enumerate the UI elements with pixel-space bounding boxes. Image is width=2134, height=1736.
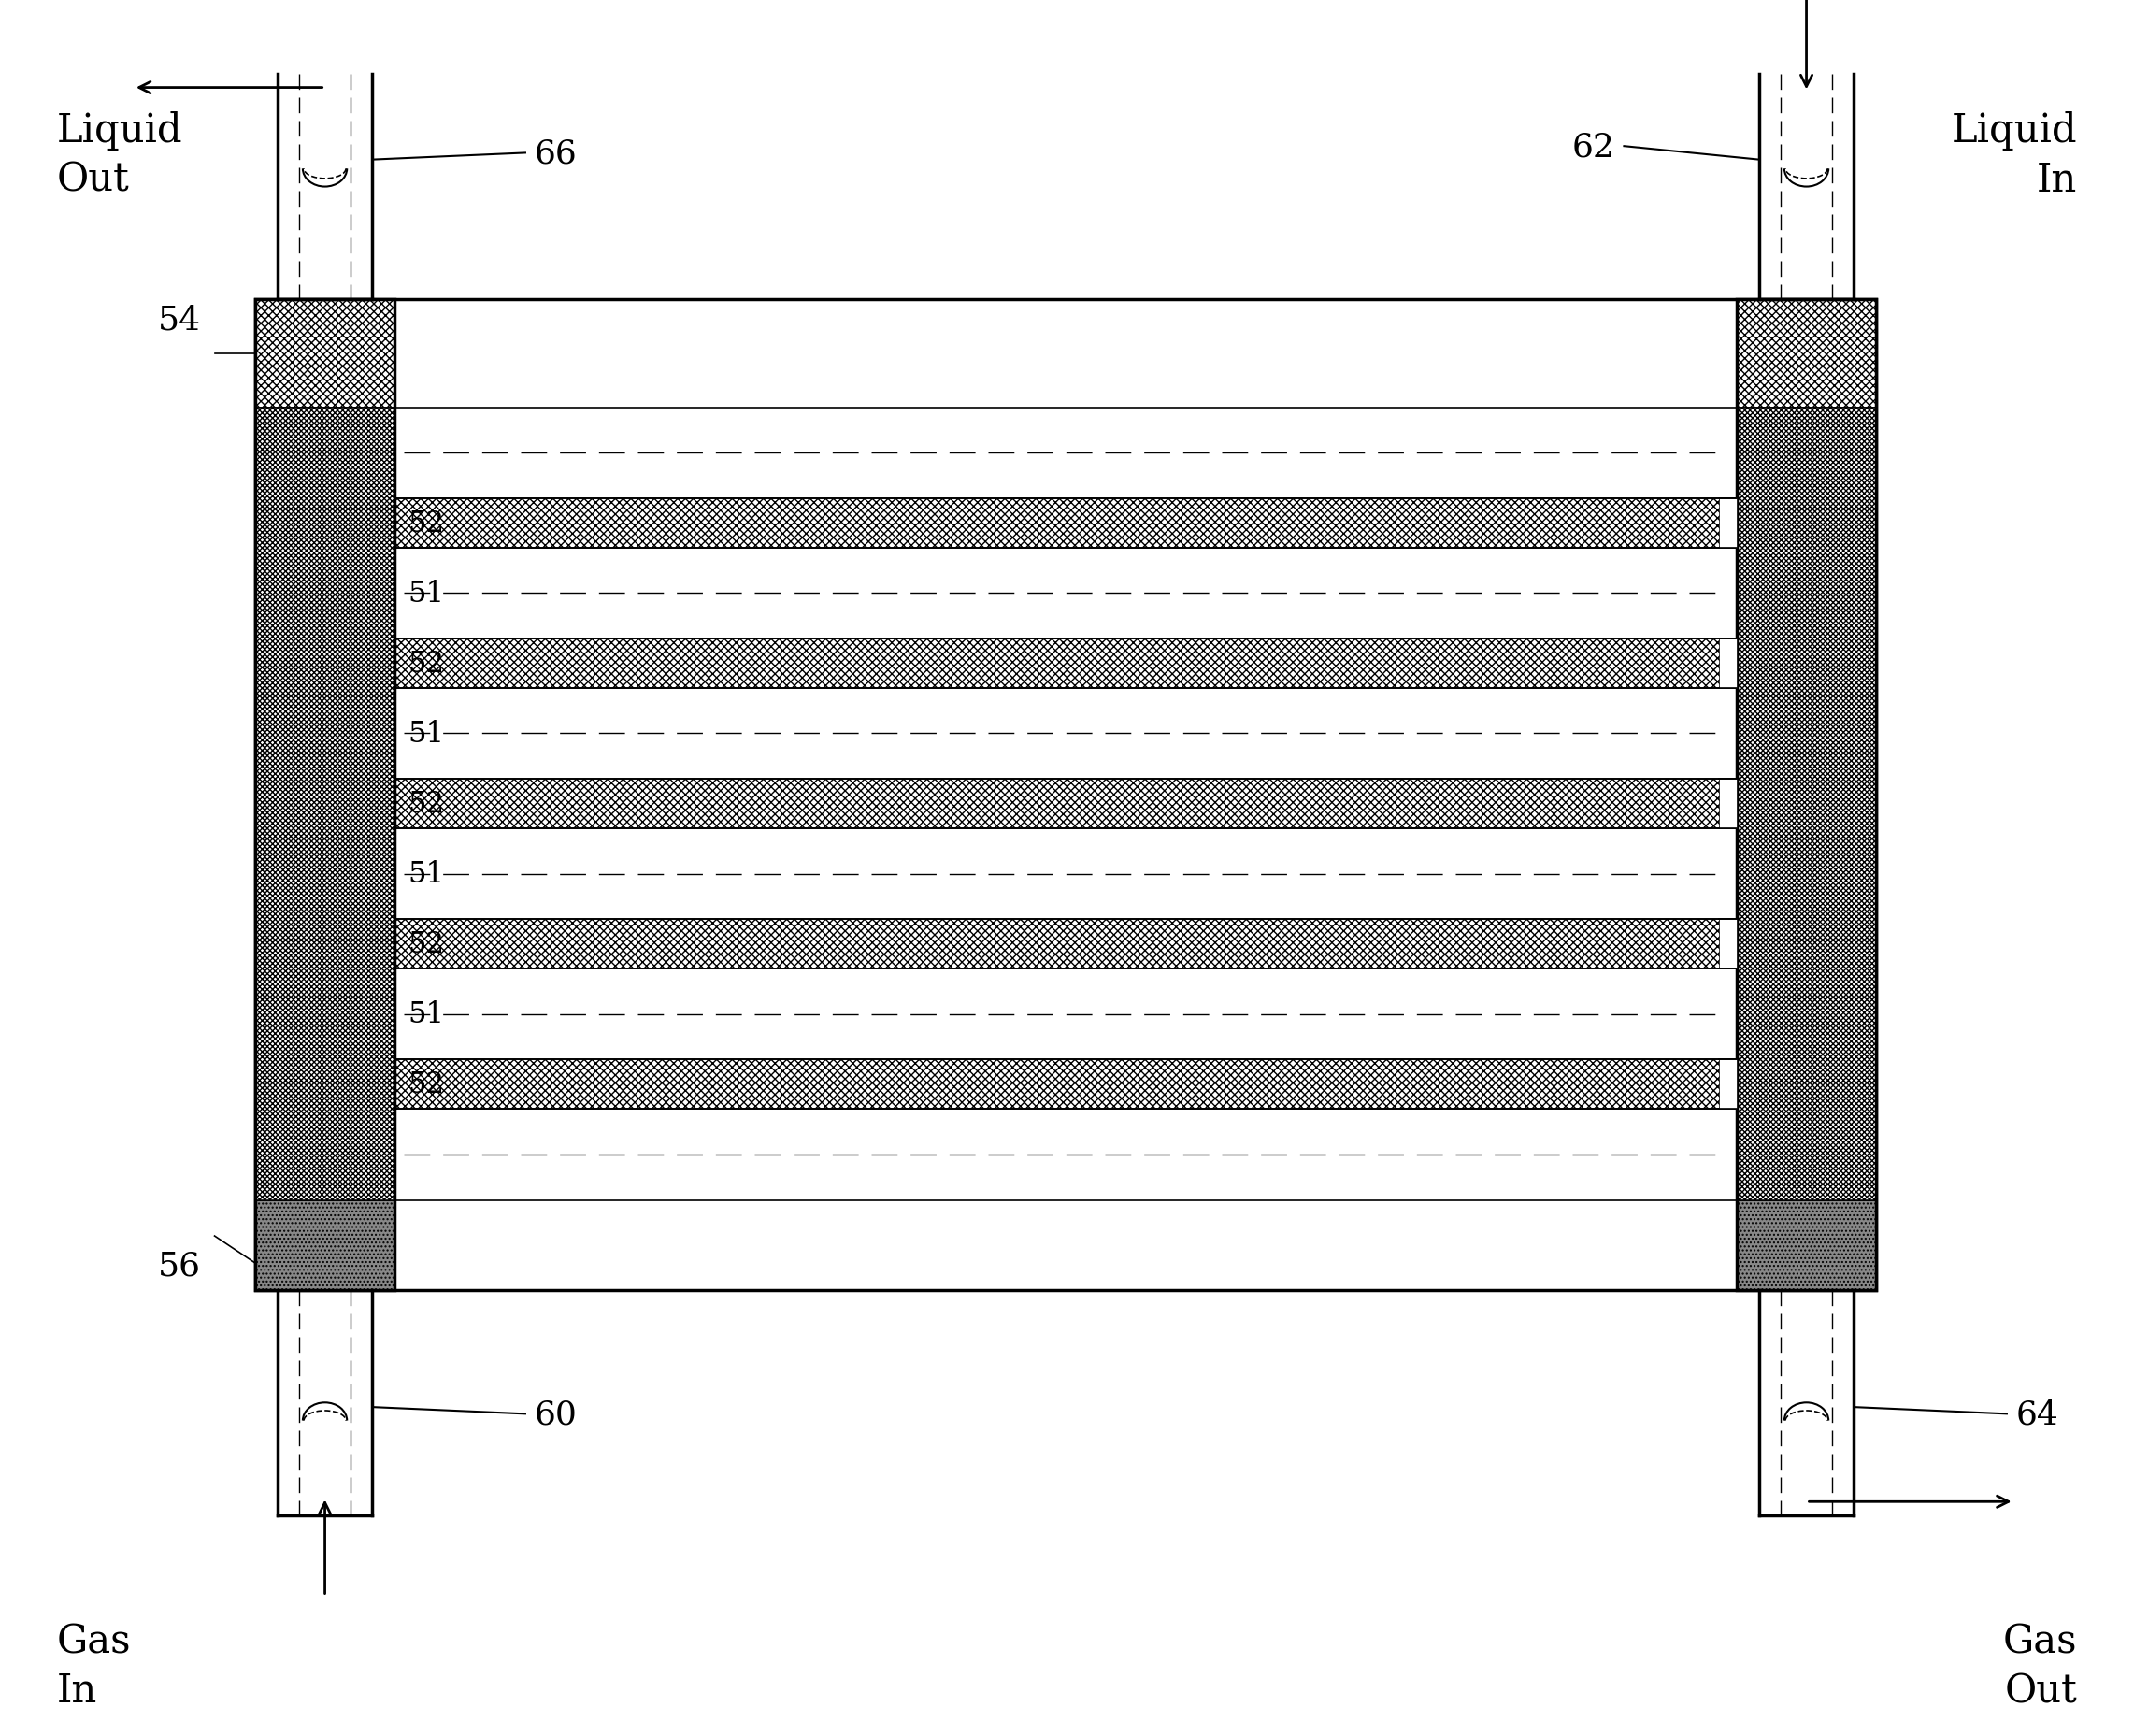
Bar: [256, 920, 1876, 969]
Bar: [1737, 1200, 1876, 1290]
Bar: [256, 639, 1876, 689]
Bar: [1718, 639, 1737, 689]
Text: Out: Out: [2004, 1672, 2076, 1710]
Text: 52: 52: [408, 649, 444, 679]
Bar: [1737, 300, 1876, 1290]
Bar: [1718, 920, 1737, 969]
Text: In: In: [58, 1672, 98, 1710]
Text: In: In: [2036, 160, 2076, 200]
Text: 51: 51: [408, 580, 444, 608]
Text: 56: 56: [158, 1250, 201, 1281]
Bar: [256, 300, 1876, 1290]
Text: 51: 51: [408, 719, 444, 748]
Bar: [256, 300, 395, 408]
Bar: [256, 300, 395, 1290]
Text: 66: 66: [534, 137, 576, 170]
Text: Out: Out: [58, 160, 130, 200]
Bar: [1718, 779, 1737, 828]
Text: 64: 64: [2017, 1397, 2059, 1430]
Text: Liquid: Liquid: [1950, 111, 2076, 149]
Text: Gas: Gas: [2002, 1621, 2076, 1661]
Text: 51: 51: [408, 859, 444, 889]
Bar: [256, 779, 1876, 828]
Text: 60: 60: [534, 1397, 576, 1430]
Bar: [1737, 300, 1876, 408]
Text: 51: 51: [408, 1000, 444, 1029]
Bar: [1737, 408, 1876, 1200]
Text: Liquid: Liquid: [58, 111, 184, 149]
Text: 52: 52: [408, 1069, 444, 1099]
Text: 62: 62: [1573, 130, 1615, 163]
Text: 52: 52: [408, 509, 444, 538]
Bar: [1718, 498, 1737, 549]
Bar: [256, 1061, 1876, 1109]
Bar: [1718, 1061, 1737, 1109]
Bar: [256, 1200, 395, 1290]
Bar: [256, 408, 395, 1200]
Text: Gas: Gas: [58, 1621, 132, 1661]
Bar: [256, 498, 1876, 549]
Text: 52: 52: [408, 930, 444, 958]
Text: 52: 52: [408, 790, 444, 819]
Text: 54: 54: [158, 304, 201, 337]
